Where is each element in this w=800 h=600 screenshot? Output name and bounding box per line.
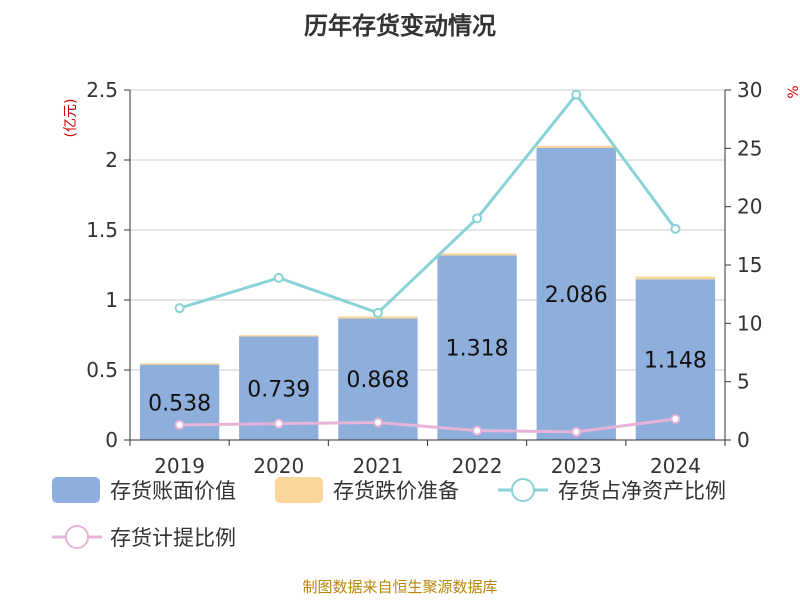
line-point-2	[571, 89, 582, 100]
bar-inventory-value	[635, 279, 716, 440]
line-series-2	[179, 92, 677, 315]
line-point-3	[472, 425, 483, 436]
legend-swatch	[52, 477, 100, 503]
bar-impairment-reserve	[239, 335, 319, 337]
right-tick-label: 5	[737, 370, 750, 394]
left-tick-label: 2	[105, 148, 118, 172]
bar-value-label: 1.148	[644, 349, 707, 374]
bar-labels: 0.538 0.739 0.868 1.318 2.086 1.148	[148, 283, 707, 416]
legend-label: 存货计提比例	[110, 526, 236, 550]
bar-impairment-reserve	[635, 276, 716, 280]
x-tick-label: 2020	[253, 454, 304, 478]
lines	[174, 89, 681, 437]
axes: 0 0.5 1 1.5 2 2.5 0 5 10 15 20 25 30 2019 2020 2021 2022…	[86, 78, 762, 478]
x-tick-label: 2024	[650, 454, 701, 478]
bar-impairment-reserve	[139, 363, 220, 365]
legend-swatch	[275, 477, 323, 503]
x-tick-label: 2021	[352, 454, 403, 478]
legend-label: 存货占净资产比例	[558, 479, 726, 503]
bar-value-label: 0.538	[148, 391, 211, 416]
x-tick-label: 2019	[154, 454, 205, 478]
bar-inventory-value	[536, 147, 616, 440]
right-tick-label: 10	[737, 311, 762, 335]
bar-value-label: 0.739	[247, 377, 310, 402]
chart-title: 历年存货变动情况	[304, 12, 496, 40]
line-point-2	[670, 223, 681, 234]
bar-impairment-reserve	[437, 253, 517, 256]
line-point-2	[372, 307, 383, 318]
line-point-3	[273, 418, 284, 429]
x-tick-label: 2023	[551, 454, 602, 478]
right-tick-label: 20	[737, 195, 762, 219]
left-tick-label: 0	[105, 428, 118, 452]
bar-inventory-value	[437, 255, 517, 440]
legend-marker	[65, 525, 89, 549]
line-point-2	[472, 213, 483, 224]
right-tick-label: 15	[737, 253, 762, 277]
right-tick-label: 0	[737, 428, 750, 452]
legend-marker	[511, 478, 535, 502]
line-point-3	[571, 426, 582, 437]
bar-value-label: 0.868	[346, 368, 409, 393]
bar-value-label: 1.318	[446, 337, 509, 362]
right-axis-unit: %	[786, 85, 800, 98]
legend-label: 存货跌价准备	[333, 479, 459, 503]
left-axis-unit: (亿元)	[63, 99, 79, 138]
legend-label: 存货账面价值	[110, 479, 236, 503]
line-point-2	[273, 272, 284, 283]
left-tick-label: 2.5	[86, 78, 118, 102]
line-point-2	[174, 303, 185, 314]
line-point-3	[670, 414, 681, 424]
line-point-3	[174, 419, 185, 430]
right-tick-label: 25	[737, 136, 762, 160]
x-tick-label: 2022	[452, 454, 503, 478]
right-tick-label: 30	[737, 78, 762, 102]
left-tick-label: 1.5	[86, 218, 118, 242]
left-tick-label: 0.5	[86, 358, 118, 382]
left-tick-label: 1	[105, 288, 118, 312]
line-point-3	[372, 417, 383, 428]
source-note: 制图数据来自恒生聚源数据库	[302, 578, 497, 596]
bar-impairment-reserve	[536, 145, 616, 148]
line-series-3	[179, 417, 676, 434]
bar-value-label: 2.086	[545, 283, 608, 308]
